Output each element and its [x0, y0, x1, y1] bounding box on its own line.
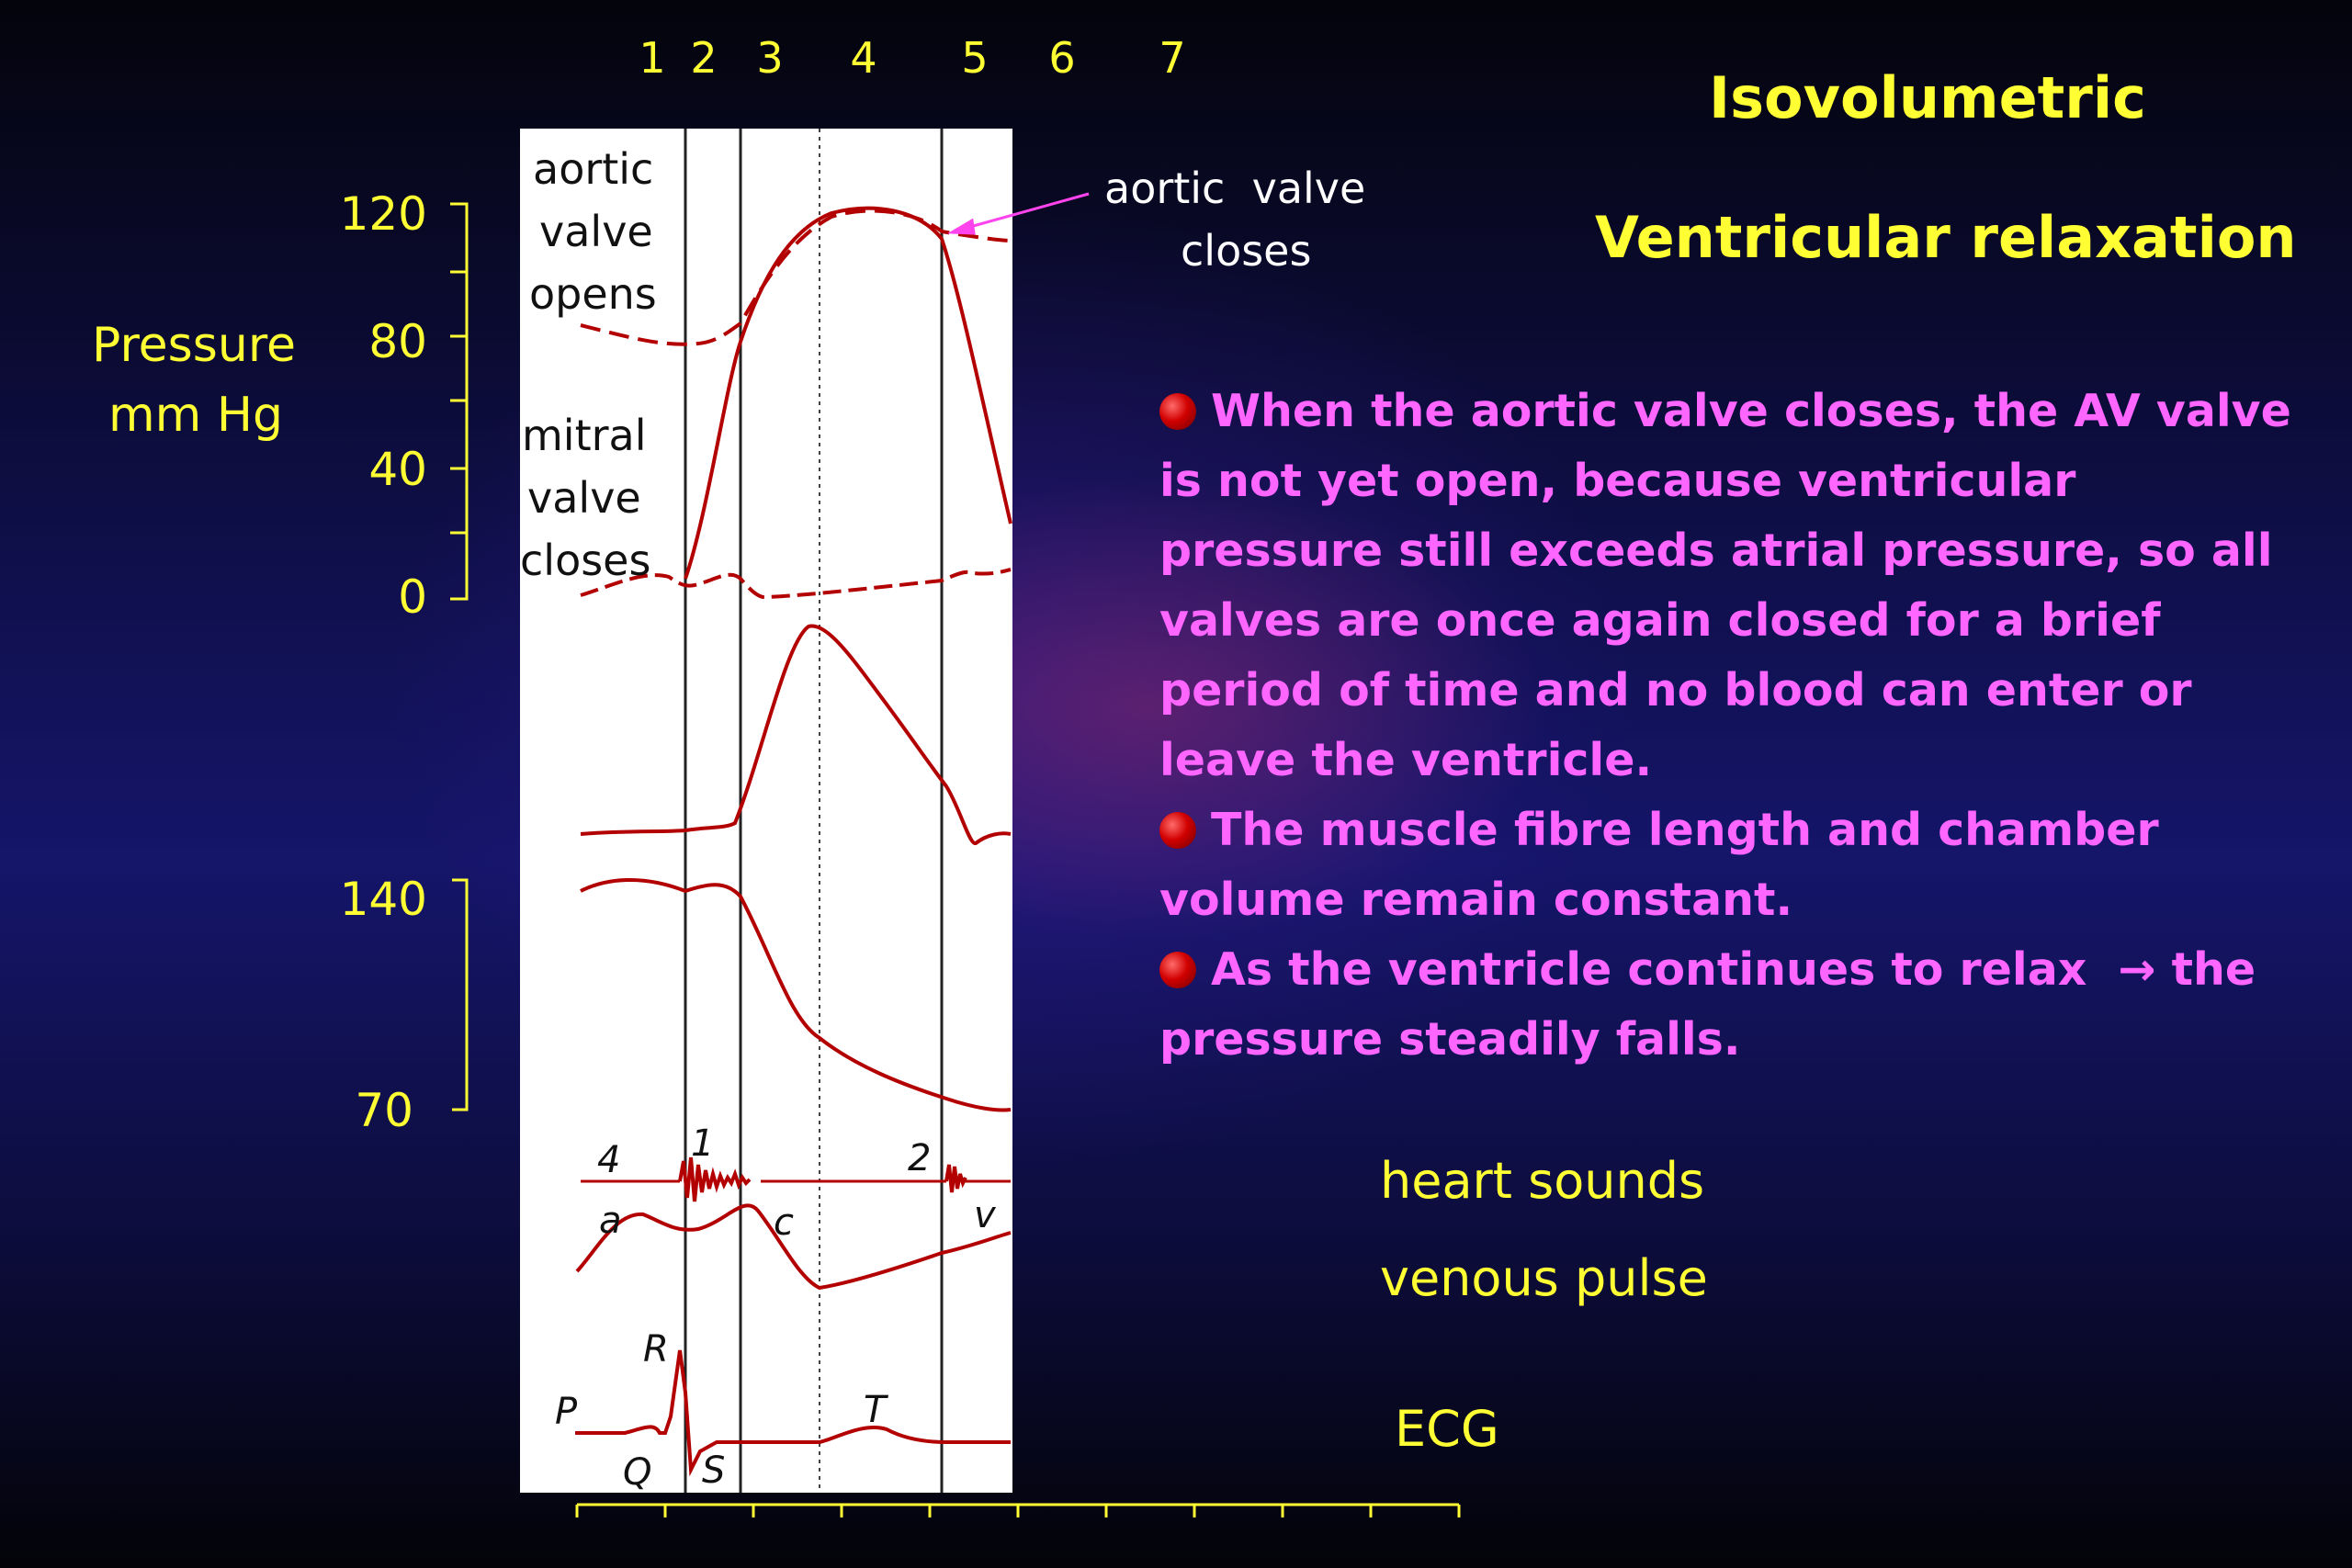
explanation-text: When the aortic valve closes, the AV val…: [1159, 377, 2299, 1075]
bullet-icon: [1159, 393, 1196, 430]
mitral-closes-line1: mitral: [522, 411, 647, 460]
venous-pulse-trace: [575, 1203, 1012, 1291]
slide-subtitle: Ventricular relaxation: [1595, 204, 2297, 271]
phase-number-2: 2: [690, 33, 718, 83]
bullet-text-3: As the ventricle continues to relax → th…: [1159, 943, 2272, 1066]
wave-letter-T: T: [864, 1389, 887, 1431]
aortic-opens-line1: aortic: [533, 144, 654, 194]
slide-title: Isovolumetric: [1709, 64, 2146, 131]
wave-letter-s4: 4: [597, 1139, 621, 1181]
bullet-icon: [1159, 952, 1196, 988]
mitral-closes-line2: valve: [527, 473, 641, 523]
wave-letter-P: P: [555, 1391, 578, 1433]
bullet-icon: [1159, 812, 1196, 849]
phase-number-7: 7: [1159, 33, 1186, 83]
s2-sound-trace: [944, 1164, 967, 1193]
aortic-tick-70: 70: [355, 1084, 413, 1137]
wave-letter-v: v: [974, 1194, 996, 1236]
wave-letter-a: a: [599, 1200, 622, 1242]
ventricular-pressure-trace: [684, 206, 1012, 580]
ecg-label: ECG: [1395, 1400, 1499, 1458]
pressure-tick-80: 80: [368, 315, 427, 368]
ventricular-volume-trace: [580, 624, 1012, 845]
phase-number-1: 1: [639, 33, 666, 83]
aortic-flow-trace: [580, 877, 1012, 1112]
bullet-text-1: When the aortic valve closes, the AV val…: [1159, 385, 2291, 786]
wave-letter-s2: 2: [908, 1137, 932, 1179]
venous-pulse-label: venous pulse: [1380, 1249, 1708, 1307]
phase-number-4: 4: [850, 33, 877, 83]
pressure-tick-40: 40: [368, 443, 427, 496]
pressure-tick-120: 120: [339, 187, 427, 241]
aortic-pressure-trace: [580, 209, 1012, 346]
time-axis-ticks: [575, 1505, 1461, 1517]
ecg-trace: [575, 1349, 1011, 1477]
bullet-item-3: As the ventricle continues to relax → th…: [1159, 935, 2299, 1075]
heart-sounds-label: heart sounds: [1380, 1152, 1705, 1210]
aortic-opens-line2: valve: [539, 207, 653, 256]
aortic-tick-140: 140: [339, 873, 427, 926]
wave-letter-Q: Q: [623, 1451, 652, 1494]
atrial-pressure-trace: [580, 568, 1012, 600]
aortic-axis-bracket: [452, 878, 469, 1111]
aortic-valve-closes-arrow: [946, 192, 1090, 235]
wave-letter-s1: 1: [691, 1122, 715, 1165]
bullet-text-2: The muscle fibre length and chamber volu…: [1159, 804, 2159, 926]
cardiac-cycle-panel: [520, 129, 1012, 1493]
wave-letter-R: R: [643, 1328, 669, 1371]
aortic-valve-closes-label-2: closes: [1181, 226, 1312, 276]
wave-letter-c: c: [774, 1201, 794, 1244]
phase-number-6: 6: [1048, 33, 1076, 83]
aortic-opens-line3: opens: [529, 269, 657, 319]
s1-sound-trace: [678, 1156, 752, 1202]
wave-letter-S: S: [702, 1450, 726, 1492]
pressure-axis-label: Pressure: [92, 318, 297, 373]
bullet-item-2: The muscle fibre length and chamber volu…: [1159, 795, 2299, 935]
mitral-closes-line3: closes: [520, 536, 651, 585]
aortic-valve-closes-label: aortic valve: [1104, 164, 1366, 213]
phase-number-3: 3: [756, 33, 784, 83]
pressure-tick-0: 0: [398, 570, 427, 624]
pressure-axis-unit: mm Hg: [108, 388, 283, 443]
bullet-item-1: When the aortic valve closes, the AV val…: [1159, 377, 2299, 795]
phase-number-5: 5: [961, 33, 989, 83]
